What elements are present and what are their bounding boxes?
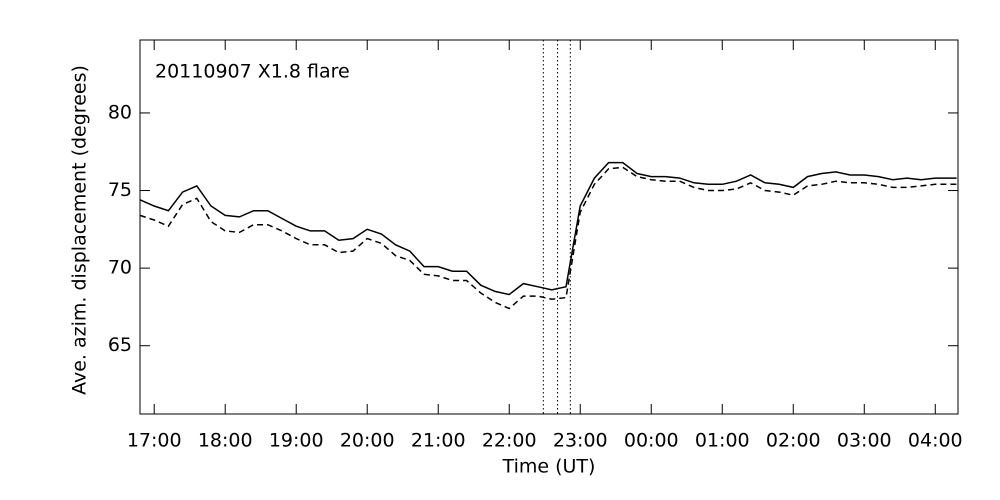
plot-frame	[139, 39, 959, 415]
y-axis-label: Ave. azim. displacement (degrees)	[69, 65, 91, 395]
y-tick-label: 70	[108, 257, 132, 279]
y-tick-label: 65	[108, 334, 132, 356]
series-line	[139, 166, 957, 310]
y-tick-label: 75	[108, 179, 132, 201]
y-tick-label: 80	[108, 101, 132, 123]
annotation: 20110907 X1.8 flare	[155, 61, 350, 83]
x-tick-label: 03:00	[837, 430, 892, 452]
x-tick-label: 21:00	[411, 430, 466, 452]
x-tick-label: 00:00	[624, 430, 679, 452]
x-tick-label: 22:00	[482, 430, 537, 452]
x-tick-label: 19:00	[269, 430, 324, 452]
x-tick-label: 04:00	[908, 430, 963, 452]
series-line	[139, 161, 957, 296]
x-tick-label: 23:00	[553, 430, 608, 452]
x-tick-label: 20:00	[340, 430, 395, 452]
x-tick-label: 18:00	[198, 430, 253, 452]
x-axis-label: Time (UT)	[502, 456, 596, 478]
x-tick-label: 02:00	[766, 430, 821, 452]
x-tick-label: 01:00	[695, 430, 750, 452]
x-tick-label: 17:00	[127, 430, 182, 452]
